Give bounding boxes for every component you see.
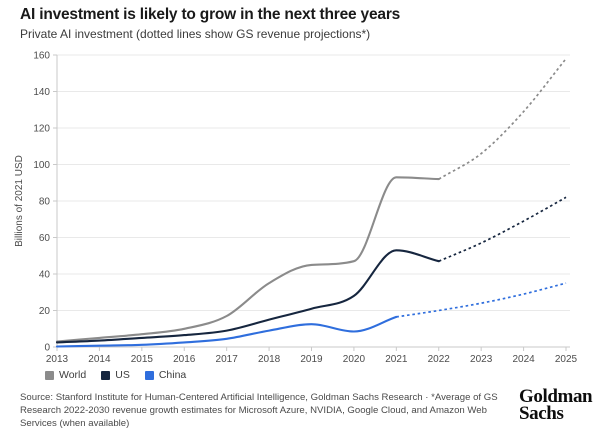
legend-swatch-world — [45, 370, 54, 380]
svg-text:2024: 2024 — [512, 354, 535, 365]
svg-text:120: 120 — [33, 124, 50, 135]
legend-item-us: US — [101, 369, 130, 381]
page-subtitle: Private AI investment (dotted lines show… — [20, 27, 371, 41]
svg-text:2018: 2018 — [258, 354, 281, 365]
svg-text:2014: 2014 — [88, 354, 111, 365]
svg-text:140: 140 — [33, 87, 50, 98]
legend-item-china: China — [144, 369, 187, 381]
svg-text:Billions of 2021 USD: Billions of 2021 USD — [14, 155, 25, 247]
svg-text:0: 0 — [44, 343, 50, 354]
legend-label-world: World — [59, 369, 87, 381]
legend-swatch-us — [101, 370, 111, 380]
svg-text:2021: 2021 — [385, 354, 408, 365]
svg-text:2020: 2020 — [343, 354, 366, 365]
svg-text:2023: 2023 — [470, 354, 493, 365]
svg-text:2017: 2017 — [216, 354, 239, 365]
svg-text:60: 60 — [39, 233, 51, 244]
svg-text:2016: 2016 — [173, 354, 196, 365]
svg-text:40: 40 — [39, 270, 51, 281]
legend-label-china: China — [158, 369, 187, 381]
svg-text:2019: 2019 — [300, 354, 323, 365]
source-text: Source: Stanford Institute for Human-Cen… — [20, 392, 498, 429]
svg-text:160: 160 — [33, 51, 50, 62]
svg-text:2025: 2025 — [555, 354, 578, 365]
line-chart-canvas: 0 20 40 60 80 100 120 140 160 2013 2014 2015 2016 201… — [14, 51, 578, 366]
legend-item-world: World — [45, 369, 86, 381]
svg-text:2022: 2022 — [428, 354, 451, 365]
ai-investment-chart: 0 20 40 60 80 100 120 140 160 2013 2014 2015 2016 201… — [0, 42, 600, 367]
svg-text:100: 100 — [33, 160, 50, 171]
svg-text:20: 20 — [39, 306, 51, 317]
logo-line-2: Sachs — [519, 403, 564, 424]
chart-legend: World US China — [45, 369, 186, 381]
svg-text:80: 80 — [39, 197, 51, 208]
goldman-sachs-logo: Goldman Sachs — [519, 386, 593, 424]
page-title: AI investment is likely to grow in the n… — [20, 6, 401, 23]
logo-line-1: Goldman — [519, 386, 593, 407]
svg-text:2015: 2015 — [131, 354, 154, 365]
legend-swatch-china — [144, 370, 154, 380]
legend-label-us: US — [115, 369, 130, 381]
svg-text:2013: 2013 — [46, 354, 69, 365]
